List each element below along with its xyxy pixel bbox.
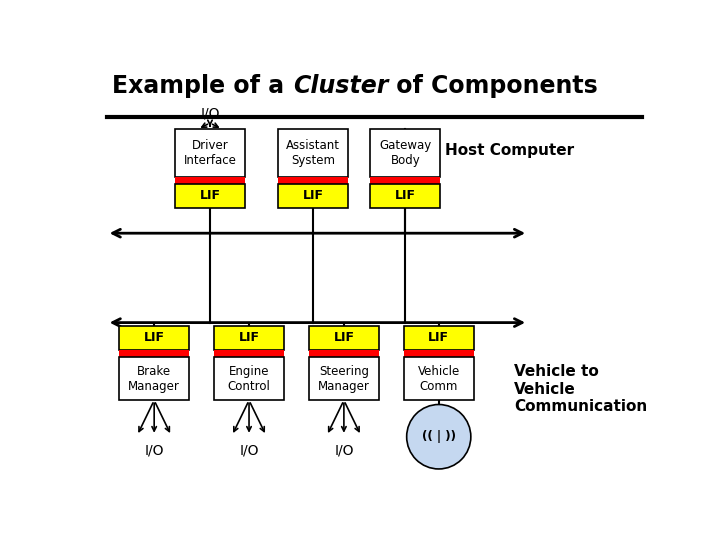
Text: Host Computer: Host Computer	[445, 143, 574, 158]
Bar	[370, 184, 440, 208]
Text: Vehicle
Comm: Vehicle Comm	[418, 364, 460, 393]
Text: I/O: I/O	[200, 107, 220, 121]
Text: LIF: LIF	[428, 332, 449, 345]
Text: LIF: LIF	[144, 332, 165, 345]
Bar	[309, 350, 379, 357]
Ellipse shape	[407, 404, 471, 469]
Text: LIF: LIF	[333, 332, 354, 345]
Text: Gateway
Body: Gateway Body	[379, 139, 431, 167]
Text: Example of a: Example of a	[112, 73, 293, 98]
Bar	[175, 177, 245, 184]
Text: Vehicle to
Vehicle
Communication: Vehicle to Vehicle Communication	[514, 364, 647, 414]
Text: I/O: I/O	[145, 443, 164, 457]
Bar	[309, 326, 379, 350]
Text: LIF: LIF	[302, 190, 324, 202]
Bar	[279, 184, 348, 208]
Bar	[279, 129, 348, 177]
Bar	[370, 129, 440, 177]
Text: I/O: I/O	[334, 443, 354, 457]
Bar	[404, 326, 474, 350]
Text: LIF: LIF	[238, 332, 259, 345]
Text: Steering
Manager: Steering Manager	[318, 364, 370, 393]
Bar	[404, 357, 474, 400]
Bar	[120, 326, 189, 350]
Bar	[370, 177, 440, 184]
Bar	[309, 357, 379, 400]
Text: Engine
Control: Engine Control	[228, 364, 271, 393]
Text: I/O: I/O	[239, 443, 258, 457]
Bar	[214, 357, 284, 400]
Text: Driver
Interface: Driver Interface	[184, 139, 236, 167]
Text: LIF: LIF	[395, 190, 415, 202]
Bar	[214, 326, 284, 350]
Text: of Components: of Components	[388, 73, 598, 98]
Text: LIF: LIF	[199, 190, 220, 202]
Bar	[404, 350, 474, 357]
Text: Assistant
System: Assistant System	[287, 139, 341, 167]
Bar	[120, 357, 189, 400]
Text: (( | )): (( | ))	[422, 430, 456, 443]
Bar	[175, 129, 245, 177]
Bar	[120, 350, 189, 357]
Text: Cluster: Cluster	[293, 73, 388, 98]
Text: Brake
Manager: Brake Manager	[128, 364, 180, 393]
Bar	[214, 350, 284, 357]
Bar	[279, 177, 348, 184]
Bar	[175, 184, 245, 208]
